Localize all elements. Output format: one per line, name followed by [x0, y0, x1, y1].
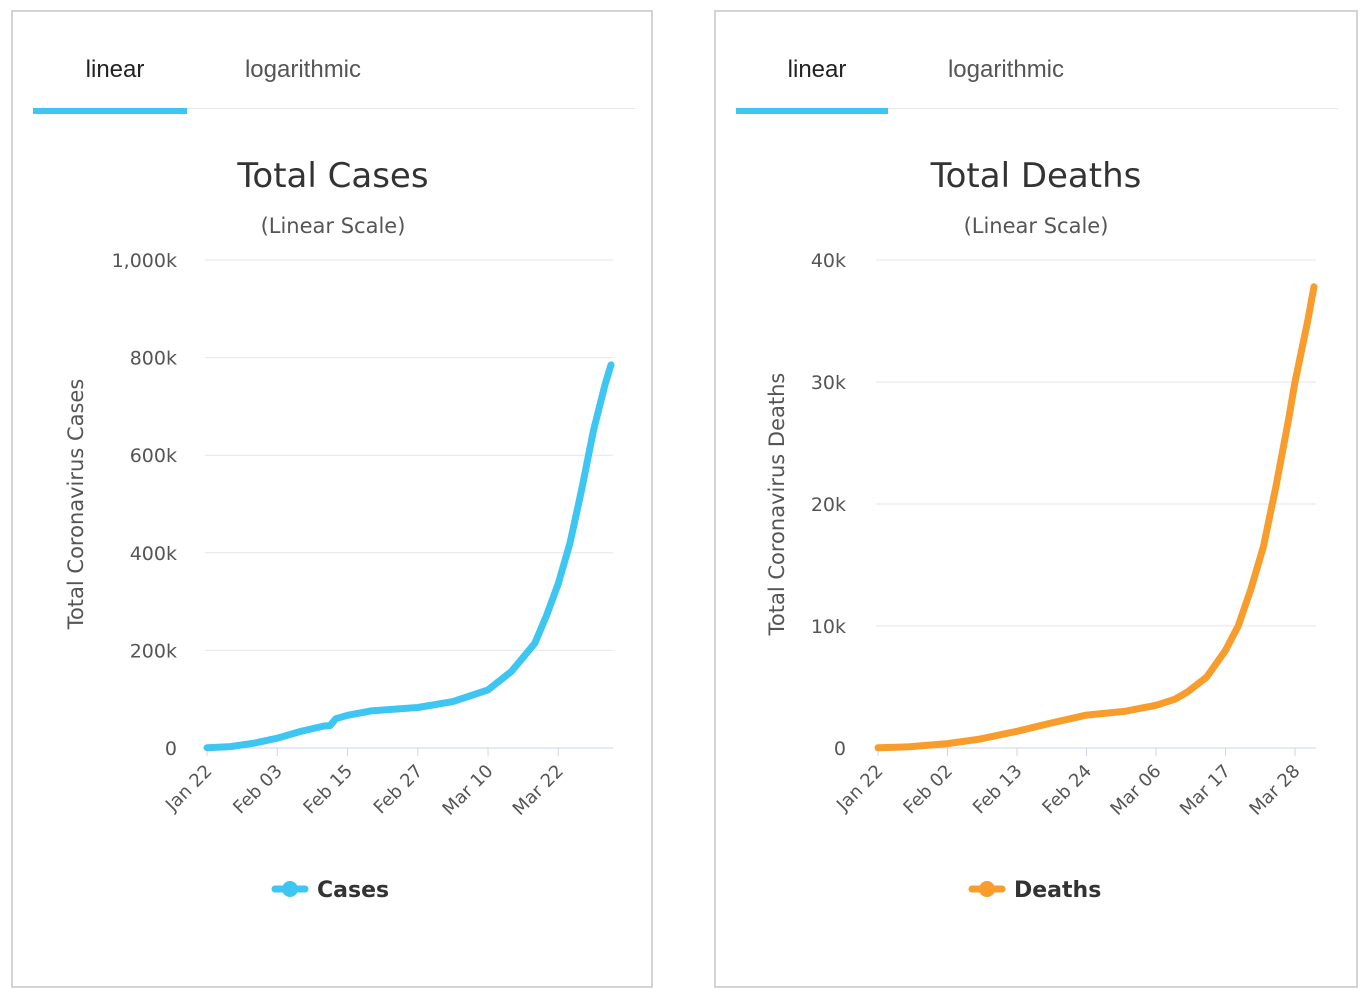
x-tick-label: Feb 27	[370, 761, 428, 819]
x-tick-label: Mar 17	[1176, 761, 1235, 820]
x-tick-label: Feb 02	[899, 761, 957, 819]
legend-label: Deaths	[1014, 878, 1101, 903]
chart-subtitle: (Linear Scale)	[261, 214, 406, 238]
y-tick-label: 40k	[811, 250, 846, 272]
y-axis-title: Total Coronavirus Deaths	[765, 373, 789, 637]
y-tick-label: 30k	[811, 372, 846, 394]
active-tab-indicator	[33, 108, 187, 114]
legend-marker	[979, 881, 995, 897]
x-tick-label: Feb 15	[299, 761, 357, 819]
x-tick-label: Feb 03	[229, 761, 287, 819]
y-tick-label: 800k	[130, 348, 177, 370]
chart-title: Total Cases	[236, 156, 428, 196]
y-tick-label: 400k	[130, 543, 177, 565]
x-tick-label: Mar 10	[438, 761, 497, 820]
tab-logarithmic[interactable]: logarithmic	[947, 56, 1065, 83]
legend-label: Cases	[317, 878, 389, 903]
y-tick-label: 0	[834, 738, 846, 760]
x-tick-label: Mar 22	[509, 761, 568, 820]
x-tick-label: Jan 22	[832, 761, 887, 816]
active-tab-indicator	[736, 108, 888, 114]
y-tick-label: 600k	[130, 445, 177, 467]
x-tick-label: Mar 06	[1106, 761, 1165, 820]
x-tick-label: Feb 24	[1038, 761, 1096, 819]
legend-marker	[282, 881, 298, 897]
y-axis-title: Total Coronavirus Cases	[64, 379, 88, 631]
x-tick-label: Mar 28	[1245, 761, 1304, 820]
cases-chart-panel: linear logarithmic Total Cases (Linear Sc…	[11, 10, 653, 988]
y-tick-label: 1,000k	[112, 250, 177, 272]
y-tick-label: 200k	[130, 640, 177, 662]
legend-item-cases[interactable]: Cases	[271, 878, 389, 903]
x-tick-label: Feb 13	[969, 761, 1027, 819]
y-tick-label: 20k	[811, 494, 846, 516]
deaths-chart-panel: linear logarithmic Total Deaths (Linear S…	[714, 10, 1358, 988]
cases-line-chart: Total Cases (Linear Scale) 0 200k 400k 600k 80…	[64, 156, 615, 903]
tab-linear[interactable]: linear	[85, 56, 145, 83]
y-tick-label: 10k	[811, 616, 846, 638]
scale-tab-bar: linear logarithmic	[736, 12, 1338, 109]
y-tick-label: 0	[165, 738, 177, 760]
series-line-cases	[203, 361, 615, 752]
legend-item-deaths[interactable]: Deaths	[968, 878, 1101, 903]
x-tick-label: Jan 22	[161, 761, 216, 816]
tab-logarithmic[interactable]: logarithmic	[244, 56, 362, 83]
scale-tab-bar: linear logarithmic	[33, 12, 635, 109]
series-line-deaths	[874, 283, 1318, 752]
tab-linear[interactable]: linear	[787, 56, 847, 83]
chart-title: Total Deaths	[930, 156, 1142, 196]
chart-subtitle: (Linear Scale)	[964, 214, 1109, 238]
deaths-line-chart: Total Deaths (Linear Scale) 0 10k 20k 30k 40k T…	[765, 156, 1318, 903]
